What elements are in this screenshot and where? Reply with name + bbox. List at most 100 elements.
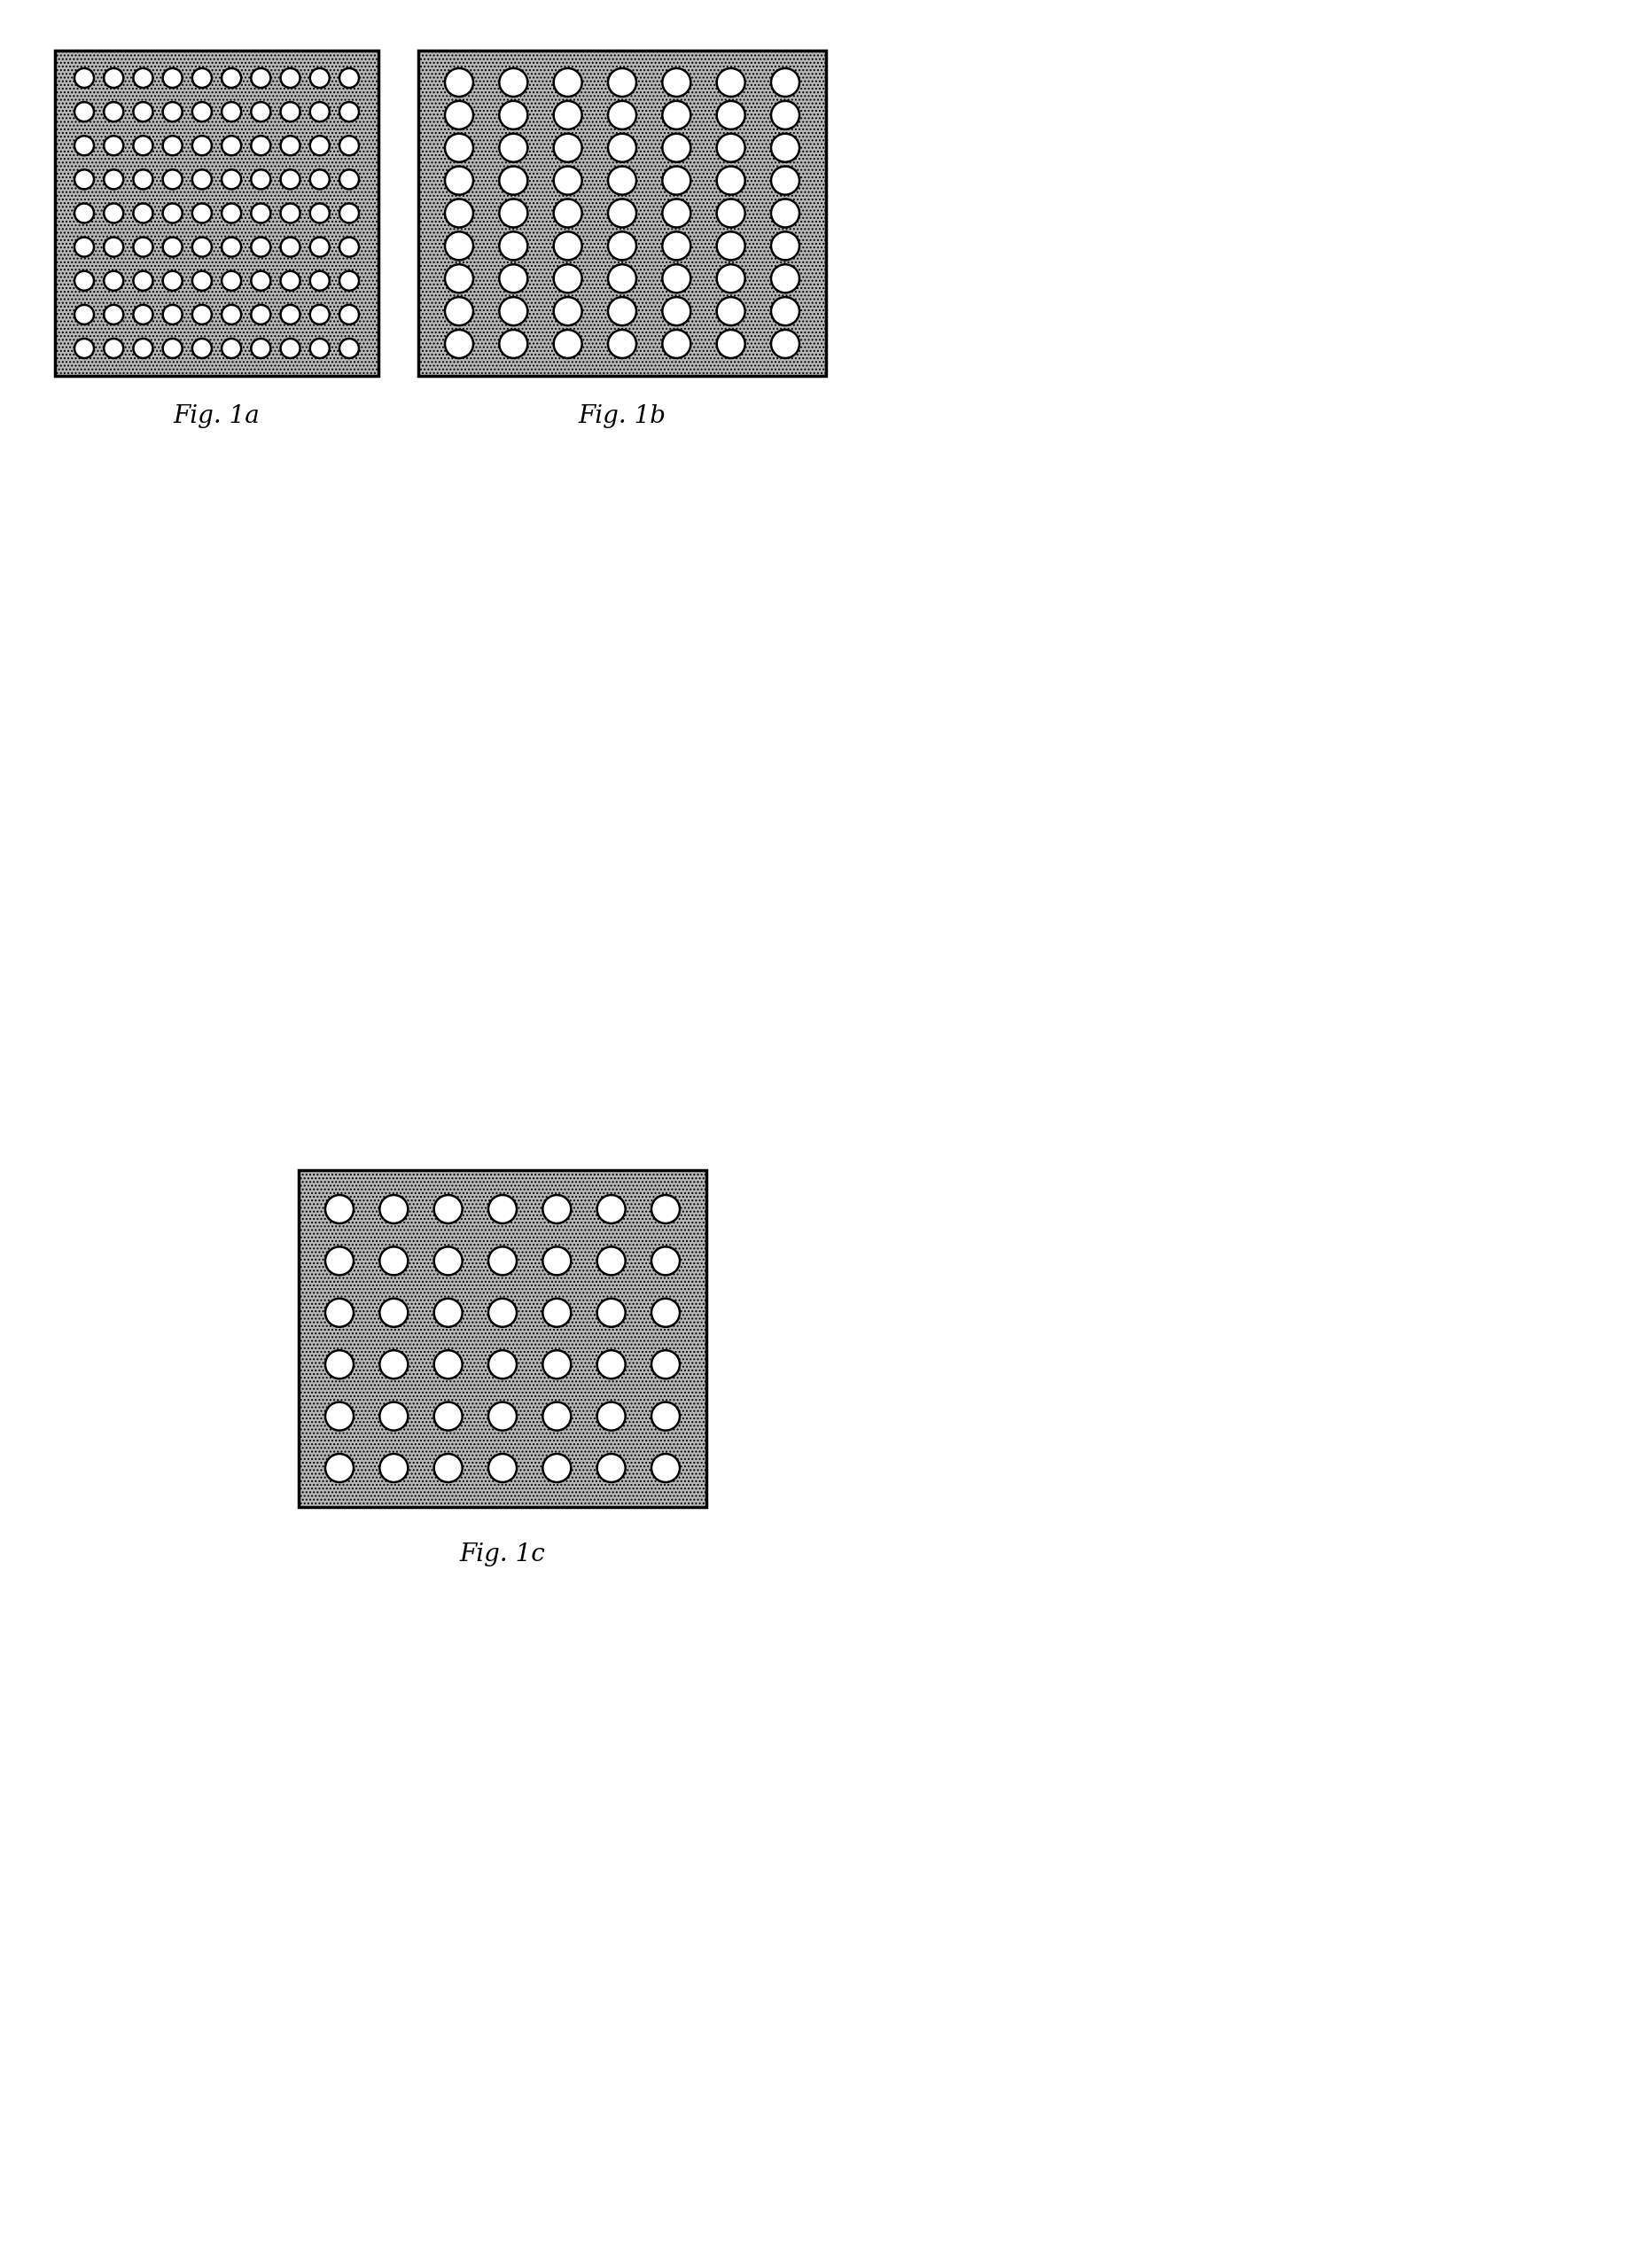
Circle shape bbox=[192, 271, 211, 291]
Circle shape bbox=[771, 68, 800, 97]
Circle shape bbox=[444, 167, 472, 194]
Circle shape bbox=[662, 199, 691, 228]
Circle shape bbox=[311, 135, 329, 156]
Circle shape bbox=[339, 339, 358, 359]
Circle shape bbox=[74, 102, 94, 122]
Circle shape bbox=[771, 133, 800, 163]
Circle shape bbox=[281, 169, 301, 190]
Circle shape bbox=[221, 237, 241, 257]
Circle shape bbox=[444, 133, 472, 163]
Circle shape bbox=[281, 305, 301, 325]
Circle shape bbox=[434, 1402, 463, 1431]
Circle shape bbox=[74, 203, 94, 223]
Circle shape bbox=[251, 68, 271, 88]
Circle shape bbox=[489, 1350, 517, 1379]
Circle shape bbox=[281, 102, 301, 122]
Circle shape bbox=[662, 68, 691, 97]
Circle shape bbox=[164, 135, 182, 156]
Circle shape bbox=[651, 1350, 679, 1379]
Circle shape bbox=[596, 1454, 626, 1483]
Circle shape bbox=[553, 298, 582, 325]
Circle shape bbox=[608, 199, 636, 228]
Circle shape bbox=[717, 68, 745, 97]
Circle shape bbox=[74, 169, 94, 190]
Circle shape bbox=[221, 68, 241, 88]
Circle shape bbox=[608, 102, 636, 129]
Circle shape bbox=[608, 298, 636, 325]
Circle shape bbox=[499, 68, 527, 97]
Circle shape bbox=[192, 68, 211, 88]
Circle shape bbox=[164, 102, 182, 122]
Circle shape bbox=[339, 102, 358, 122]
Circle shape bbox=[192, 237, 211, 257]
Circle shape bbox=[251, 203, 271, 223]
Circle shape bbox=[444, 264, 472, 293]
Circle shape bbox=[192, 203, 211, 223]
Circle shape bbox=[662, 264, 691, 293]
Circle shape bbox=[134, 102, 154, 122]
Circle shape bbox=[717, 298, 745, 325]
Circle shape bbox=[499, 232, 527, 260]
Circle shape bbox=[444, 102, 472, 129]
Circle shape bbox=[339, 305, 358, 325]
Circle shape bbox=[717, 102, 745, 129]
Circle shape bbox=[339, 203, 358, 223]
Circle shape bbox=[221, 305, 241, 325]
Text: Fig. 1b: Fig. 1b bbox=[578, 404, 666, 429]
Circle shape bbox=[544, 1246, 572, 1275]
Circle shape bbox=[444, 68, 472, 97]
Circle shape bbox=[311, 203, 329, 223]
Circle shape bbox=[553, 232, 582, 260]
Circle shape bbox=[339, 237, 358, 257]
Circle shape bbox=[134, 135, 154, 156]
Circle shape bbox=[499, 102, 527, 129]
Circle shape bbox=[164, 203, 182, 223]
Circle shape bbox=[717, 167, 745, 194]
Circle shape bbox=[662, 167, 691, 194]
Circle shape bbox=[596, 1246, 626, 1275]
Circle shape bbox=[434, 1194, 463, 1223]
Circle shape bbox=[771, 298, 800, 325]
Circle shape bbox=[553, 133, 582, 163]
Bar bbox=[299, 1169, 707, 1508]
Circle shape bbox=[717, 133, 745, 163]
Circle shape bbox=[434, 1298, 463, 1327]
Circle shape bbox=[499, 298, 527, 325]
Circle shape bbox=[134, 339, 154, 359]
Bar bbox=[418, 50, 826, 377]
Bar bbox=[55, 50, 378, 377]
Circle shape bbox=[339, 68, 358, 88]
Circle shape bbox=[164, 68, 182, 88]
Circle shape bbox=[608, 68, 636, 97]
Circle shape bbox=[134, 237, 154, 257]
Circle shape bbox=[651, 1298, 679, 1327]
Circle shape bbox=[380, 1454, 408, 1483]
Circle shape bbox=[325, 1298, 354, 1327]
Circle shape bbox=[553, 102, 582, 129]
Circle shape bbox=[596, 1350, 626, 1379]
Circle shape bbox=[325, 1454, 354, 1483]
Circle shape bbox=[281, 68, 301, 88]
Circle shape bbox=[164, 339, 182, 359]
Circle shape bbox=[164, 271, 182, 291]
Circle shape bbox=[134, 305, 154, 325]
Circle shape bbox=[251, 237, 271, 257]
Circle shape bbox=[325, 1402, 354, 1431]
Circle shape bbox=[553, 199, 582, 228]
Text: Fig. 1c: Fig. 1c bbox=[459, 1542, 545, 1566]
Circle shape bbox=[489, 1402, 517, 1431]
Circle shape bbox=[192, 169, 211, 190]
Circle shape bbox=[104, 68, 124, 88]
Circle shape bbox=[444, 232, 472, 260]
Circle shape bbox=[104, 305, 124, 325]
Circle shape bbox=[311, 237, 329, 257]
Circle shape bbox=[251, 169, 271, 190]
Circle shape bbox=[134, 271, 154, 291]
Circle shape bbox=[339, 135, 358, 156]
Circle shape bbox=[544, 1194, 572, 1223]
Circle shape bbox=[192, 339, 211, 359]
Circle shape bbox=[662, 330, 691, 359]
Circle shape bbox=[489, 1246, 517, 1275]
Circle shape bbox=[380, 1194, 408, 1223]
Circle shape bbox=[434, 1246, 463, 1275]
